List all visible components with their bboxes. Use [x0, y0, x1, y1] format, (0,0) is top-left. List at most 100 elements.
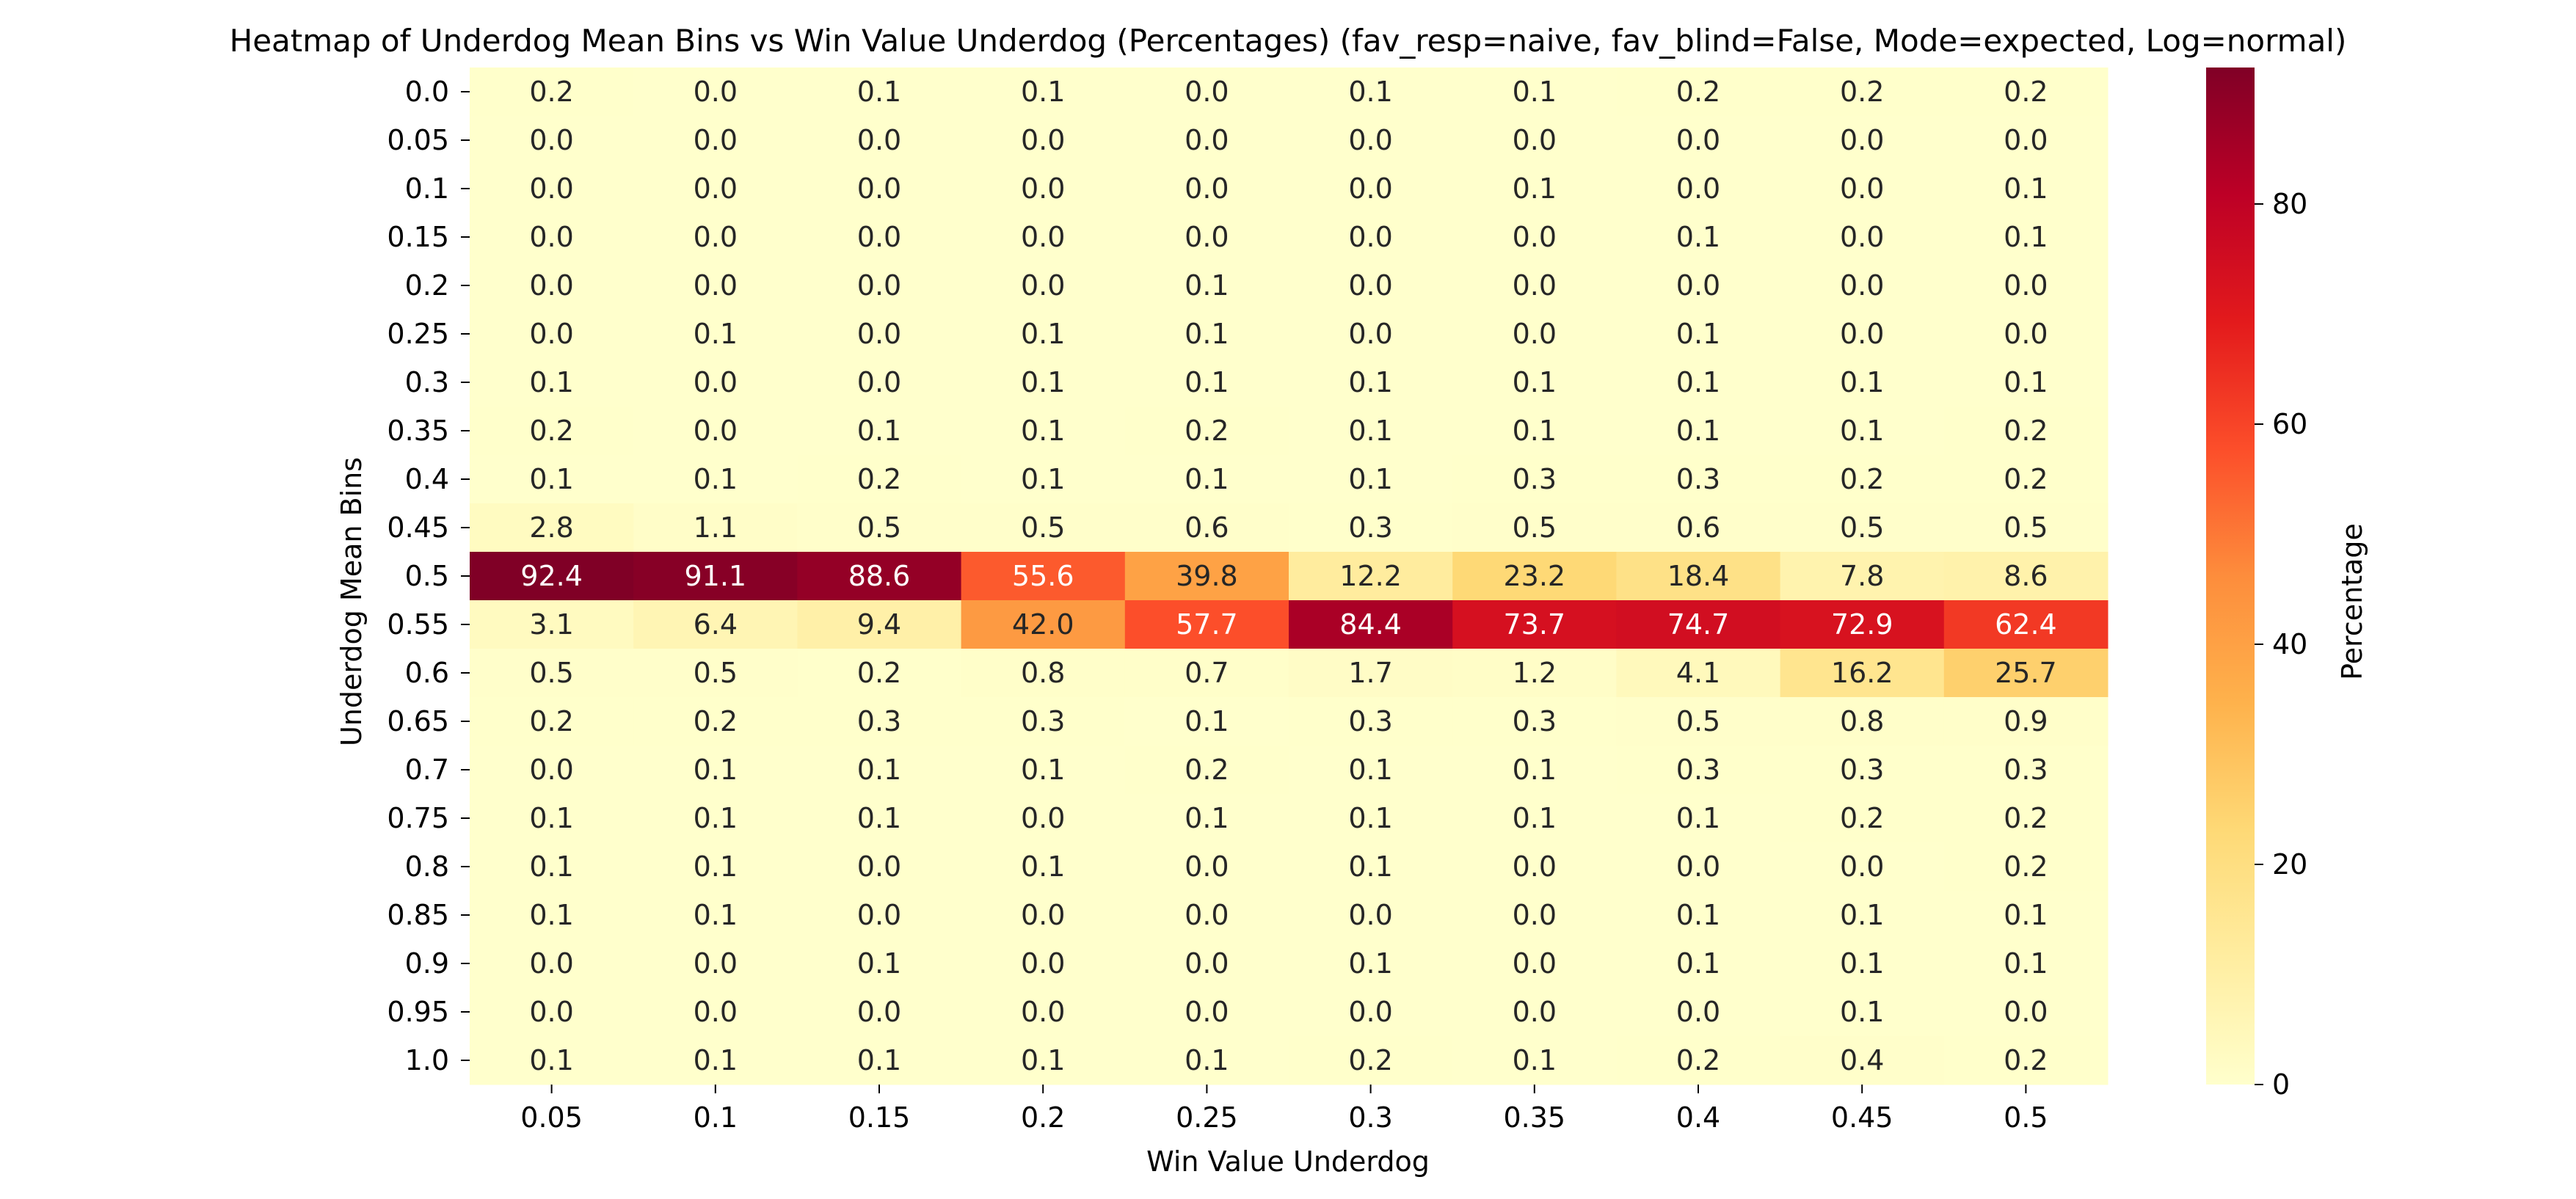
cell-value-label: 0.1 — [857, 947, 901, 980]
heatmap-cell — [1289, 213, 1453, 262]
heatmap-cell — [1124, 988, 1289, 1037]
heatmap-cell — [961, 116, 1126, 165]
heatmap-cell — [797, 649, 962, 698]
heatmap-cell — [1616, 649, 1781, 698]
heatmap-cell — [1943, 407, 2109, 456]
y-tick-label: 0.55 — [387, 608, 449, 641]
heatmap-cell — [961, 794, 1126, 843]
cell-value-label: 0.0 — [1676, 269, 1720, 302]
cell-value-label: 0.3 — [1348, 705, 1392, 737]
heatmap-cell — [797, 842, 962, 892]
cell-value-label: 0.1 — [529, 1044, 573, 1076]
heatmap-cell — [1616, 552, 1781, 601]
heatmap-cell — [797, 261, 962, 310]
heatmap-cell — [1289, 746, 1453, 795]
heatmap-cell — [1452, 600, 1617, 649]
heatmap-cell — [1452, 988, 1617, 1037]
cell-value-label: 0.0 — [1513, 996, 1557, 1028]
cell-value-label: 0.6 — [1185, 511, 1229, 544]
heatmap-cell — [1616, 68, 1781, 117]
cell-value-label: 0.3 — [1513, 705, 1557, 737]
heatmap-cell — [470, 649, 634, 698]
heatmap-cell — [470, 794, 634, 843]
cell-value-label: 0.0 — [694, 947, 738, 980]
heatmap-cell — [1452, 697, 1617, 746]
cell-value-label: 0.0 — [1513, 269, 1557, 302]
cell-value-label: 0.2 — [529, 705, 573, 737]
chart-title: Heatmap of Underdog Mean Bins vs Win Val… — [230, 23, 2347, 59]
cell-value-label: 0.0 — [694, 269, 738, 302]
heatmap-cell — [1780, 600, 1945, 649]
cell-value-label: 0.2 — [1348, 1044, 1392, 1076]
heatmap-cell — [961, 407, 1126, 456]
heatmap-cell — [1124, 116, 1289, 165]
heatmap-cell — [470, 213, 634, 262]
heatmap-cell — [1780, 310, 1945, 359]
cell-value-label: 0.2 — [2004, 463, 2048, 495]
heatmap-cell — [1780, 358, 1945, 407]
cell-value-label: 0.0 — [1185, 850, 1229, 883]
cell-value-label: 0.5 — [529, 657, 573, 689]
heatmap-cell — [961, 891, 1126, 940]
heatmap-cell — [797, 794, 962, 843]
cell-value-label: 0.0 — [1840, 850, 1884, 883]
heatmap-cell — [470, 746, 634, 795]
heatmap-cell — [1289, 310, 1453, 359]
heatmap-cell — [1452, 842, 1617, 892]
cell-value-label: 0.5 — [1840, 511, 1884, 544]
heatmap-cell — [1124, 358, 1289, 407]
cell-value-label: 0.1 — [857, 802, 901, 834]
cell-value-label: 7.8 — [1840, 560, 1884, 592]
cell-value-label: 0.0 — [1840, 318, 1884, 350]
heatmap-cell — [633, 746, 798, 795]
cell-value-label: 0.2 — [2004, 850, 2048, 883]
cell-value-label: 0.0 — [1021, 221, 1065, 253]
heatmap-cell — [470, 1036, 634, 1085]
y-tick-label: 0.05 — [387, 124, 449, 156]
heatmap-cell — [961, 746, 1126, 795]
heatmap-cell — [1943, 261, 2109, 310]
cell-value-label: 0.1 — [2004, 172, 2048, 205]
heatmap-cell — [1780, 794, 1945, 843]
cell-value-label: 0.1 — [1185, 705, 1229, 737]
heatmap-cell — [797, 988, 962, 1037]
cell-value-label: 0.9 — [2004, 705, 2048, 737]
heatmap-cell — [797, 310, 962, 359]
cell-value-label: 0.0 — [1840, 172, 1884, 205]
heatmap-cell — [1616, 600, 1781, 649]
heatmap-cell — [633, 164, 798, 214]
heatmap-cell — [1289, 116, 1453, 165]
heatmap-cell — [633, 891, 798, 940]
heatmap-cell — [633, 261, 798, 310]
cell-value-label: 0.0 — [2004, 269, 2048, 302]
heatmap-cell — [470, 116, 634, 165]
cell-value-label: 0.0 — [694, 366, 738, 398]
cell-value-label: 18.4 — [1667, 560, 1730, 592]
cell-value-label: 0.1 — [694, 899, 738, 931]
cell-value-label: 74.7 — [1667, 608, 1730, 641]
cell-value-label: 0.6 — [1676, 511, 1720, 544]
cell-value-label: 16.2 — [1831, 657, 1893, 689]
cell-value-label: 0.5 — [857, 511, 901, 544]
cell-value-label: 0.5 — [1513, 511, 1557, 544]
cell-value-label: 0.7 — [1185, 657, 1229, 689]
cell-value-label: 0.0 — [1348, 899, 1392, 931]
heatmap-cell — [1943, 649, 2109, 698]
cell-value-label: 0.0 — [529, 996, 573, 1028]
cell-value-label: 0.0 — [1185, 221, 1229, 253]
cell-value-label: 0.1 — [1021, 415, 1065, 447]
heatmap-cell — [633, 1036, 798, 1085]
cell-value-label: 0.1 — [1185, 318, 1229, 350]
heatmap-cell — [1943, 794, 2109, 843]
heatmap-cell — [1289, 794, 1453, 843]
cell-value-label: 0.0 — [1348, 124, 1392, 156]
cell-value-label: 23.2 — [1503, 560, 1565, 592]
heatmap-cell — [1616, 455, 1781, 504]
heatmap-cell — [1452, 310, 1617, 359]
heatmap-cell — [1124, 697, 1289, 746]
heatmap-cell — [1780, 988, 1945, 1037]
cell-value-label: 39.8 — [1176, 560, 1238, 592]
heatmap-cell — [1452, 407, 1617, 456]
cell-value-label: 0.0 — [857, 366, 901, 398]
heatmap-cell — [1780, 68, 1945, 117]
